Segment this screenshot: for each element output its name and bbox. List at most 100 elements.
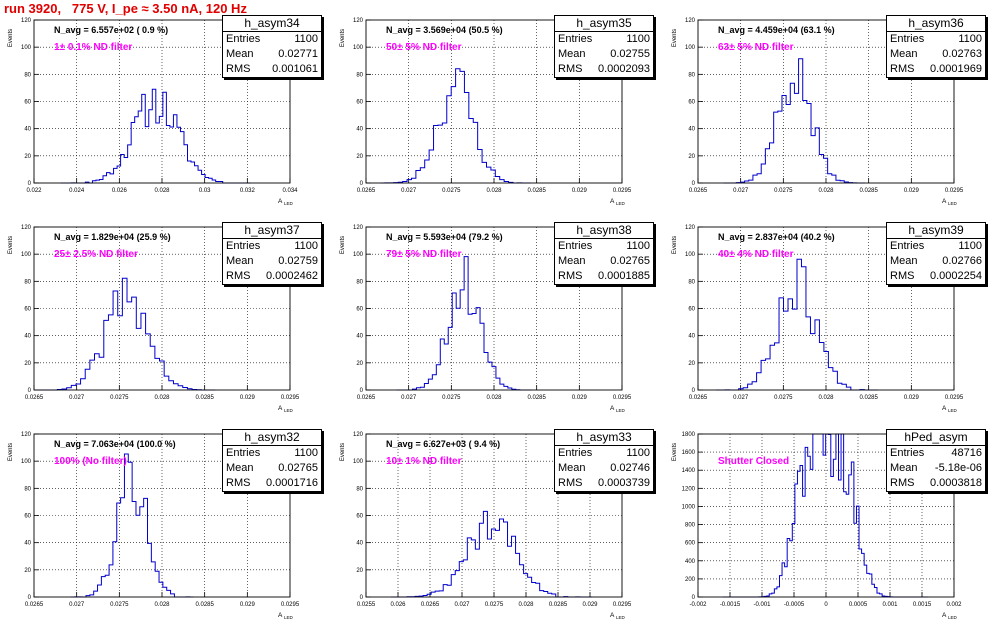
- stats-row: Mean 0.02765: [555, 254, 653, 269]
- histogram-panel: 0.0265 0.027 0.0275 0.028 0.0285 0.029 0.0295 0…: [664, 207, 996, 414]
- plot-frame: [365, 433, 623, 598]
- x-tick-label: 0.0265: [689, 395, 708, 401]
- y-tick-label: 60: [356, 514, 363, 520]
- stats-row: RMS 0.0001885: [555, 269, 653, 284]
- y-tick-label: 40: [356, 334, 363, 340]
- y-tick-label: 40: [24, 541, 31, 547]
- x-tick-label: 0.0295: [945, 188, 964, 194]
- y-axis-label: Events: [8, 443, 14, 461]
- y-tick-label: 100: [353, 45, 364, 51]
- stats-row: Mean 0.02765: [223, 461, 321, 476]
- y-tick-label: 80: [356, 72, 363, 78]
- stats-row: RMS 0.0003818: [887, 476, 985, 491]
- stats-label: Mean: [558, 255, 586, 267]
- x-tick-label: 0.0285: [549, 602, 568, 608]
- stats-label: RMS: [558, 477, 583, 489]
- stats-value: 0.02746: [610, 462, 650, 474]
- stats-value: 1100: [958, 240, 982, 252]
- y-axis-label: Events: [340, 236, 346, 254]
- stats-label: RMS: [890, 63, 915, 75]
- y-tick-label: 0: [692, 181, 696, 187]
- y-tick-label: 0: [692, 388, 696, 394]
- y-tick-label: 80: [356, 279, 363, 285]
- y-tick-label: 20: [24, 154, 31, 160]
- y-tick-label: 60: [356, 307, 363, 313]
- y-tick-label: 0: [360, 595, 364, 601]
- x-axis-label: A: [278, 198, 283, 205]
- histogram-name: h_asym38: [555, 223, 653, 239]
- y-tick-label: 200: [685, 577, 696, 583]
- filter-label: 25± 2.5% ND filter: [54, 249, 138, 260]
- x-tick-label: 0.027: [733, 395, 749, 401]
- stats-row: Entries 1100: [555, 32, 653, 47]
- y-tick-label: 600: [685, 541, 696, 547]
- x-tick-label: 0.034: [282, 188, 298, 194]
- stats-label: RMS: [226, 63, 251, 75]
- stats-row: Mean 0.02759: [223, 254, 321, 269]
- stats-value: 0.02763: [942, 48, 982, 60]
- stats-row: RMS 0.0001716: [223, 476, 321, 491]
- stats-value: 0.0001885: [598, 270, 650, 282]
- y-tick-label: 120: [21, 432, 32, 438]
- x-tick-label: 0.029: [572, 395, 588, 401]
- x-tick-label: 0.027: [733, 188, 749, 194]
- stats-label: RMS: [558, 270, 583, 282]
- stats-box: h_asym35 Entries 1100 Mean 0.02755 RMS 0.00020…: [554, 15, 654, 78]
- stats-row: Mean 0.02746: [555, 461, 653, 476]
- x-tick-label: 0.0285: [859, 395, 878, 401]
- plot-frame: [697, 19, 955, 184]
- stats-row: Mean 0.02763: [887, 47, 985, 62]
- y-tick-label: 80: [688, 279, 695, 285]
- histogram-plot: 0.0265 0.027 0.0275 0.028 0.0285 0.029 0.0295 0…: [340, 18, 632, 206]
- histogram-name: h_asym39: [887, 223, 985, 239]
- x-tick-label: 0.0265: [421, 602, 440, 608]
- stats-value: 0.0002462: [266, 270, 318, 282]
- stats-value: 1100: [294, 33, 318, 45]
- x-tick-label: 0.0295: [613, 188, 632, 194]
- histogram-name: h_asym33: [555, 430, 653, 446]
- stats-value: 1100: [626, 240, 650, 252]
- y-tick-label: 60: [24, 514, 31, 520]
- plot-frame: [697, 433, 955, 598]
- stats-label: Mean: [226, 255, 254, 267]
- histogram-line: [70, 453, 194, 598]
- stats-value: 1100: [294, 447, 318, 459]
- plot-frame: [697, 226, 955, 391]
- x-tick-label: 0.0275: [110, 602, 129, 608]
- histogram-line: [60, 88, 251, 184]
- y-axis-label: Events: [8, 236, 14, 254]
- stats-box: h_asym36 Entries 1100 Mean 0.02763 RMS 0.00019…: [886, 15, 986, 78]
- y-tick-label: 0: [28, 181, 32, 187]
- stats-label: Entries: [226, 240, 261, 252]
- x-axis-label: A: [278, 405, 283, 412]
- x-tick-label: 0.027: [401, 188, 417, 194]
- stats-box: h_asym39 Entries 1100 Mean 0.02766 RMS 0.00022…: [886, 222, 986, 285]
- x-axis-label-subscript: LED: [616, 201, 626, 206]
- stats-value: 0.02766: [942, 255, 982, 267]
- x-tick-label: 0.028: [154, 188, 170, 194]
- y-axis-label: Events: [672, 29, 678, 47]
- y-axis-label: Events: [8, 29, 14, 47]
- stats-value: 0.0003739: [598, 477, 650, 489]
- x-tick-label: 0.0005: [849, 602, 868, 608]
- stats-label: RMS: [890, 270, 915, 282]
- navg-label: N_avg = 1.829e+04 (25.9 %): [54, 232, 171, 242]
- x-tick-label: 0.028: [518, 602, 534, 608]
- histogram-line: [390, 510, 593, 598]
- x-tick-label: 0.0295: [613, 395, 632, 401]
- y-tick-label: 1000: [682, 504, 696, 510]
- x-tick-label: 0.0265: [357, 395, 376, 401]
- x-tick-label: 0.029: [582, 602, 598, 608]
- y-tick-label: 120: [353, 432, 364, 438]
- x-tick-label: 0.027: [69, 602, 85, 608]
- x-tick-label: 0.0275: [442, 395, 461, 401]
- stats-label: Entries: [226, 33, 261, 45]
- histogram-plot: 0.0255 0.026 0.0265 0.027 0.0275 0.028 0.0285 0…: [340, 432, 632, 620]
- stats-label: Mean: [890, 255, 918, 267]
- stats-row: Entries 1100: [223, 239, 321, 254]
- stats-label: Entries: [890, 240, 925, 252]
- filter-label: 100% (No filter): [54, 456, 127, 467]
- x-tick-label: 0.0275: [774, 188, 793, 194]
- x-tick-label: 0.028: [154, 395, 170, 401]
- histogram-name: h_asym32: [223, 430, 321, 446]
